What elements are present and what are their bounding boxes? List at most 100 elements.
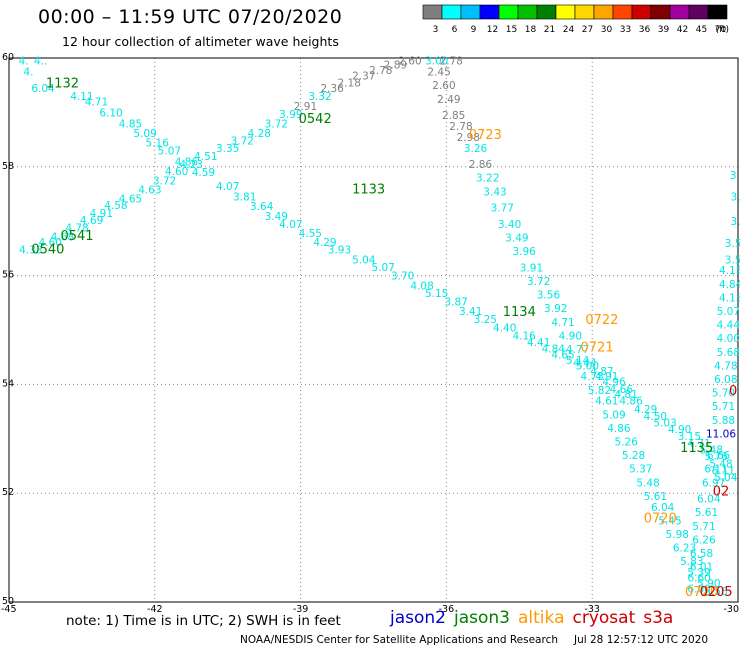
- legend-altika: altika: [518, 608, 565, 628]
- colorbar-tick-label: 18: [525, 25, 537, 35]
- wave-height-label: 4.58: [104, 200, 127, 212]
- colorbar-swatch: [650, 4, 671, 20]
- wave-height-label: 5.83: [680, 556, 703, 568]
- wave-height-label: 5.00: [576, 360, 599, 372]
- wave-height-label: 6.60: [687, 573, 710, 585]
- wave-height-label: 6.00: [687, 583, 710, 595]
- wave-height-label: 3: [730, 170, 737, 182]
- colorbar-swatch: [498, 4, 519, 20]
- colorbar: 3 6 9 12 15 18 21 24 27 30 33 36 39 42 45 70(ft): [422, 4, 729, 35]
- colorbar-swatch: [574, 4, 595, 20]
- footnote: note: 1) Time is in UTC; 2) SWH is in fe…: [66, 613, 341, 629]
- wave-height-label: 4.71: [687, 438, 710, 450]
- colorbar-tick-label: 36: [639, 25, 651, 35]
- wave-height-label: 6.11: [704, 464, 727, 476]
- wave-height-label: 4.29: [634, 404, 657, 416]
- wave-height-label: 5.56: [704, 586, 728, 598]
- colorbar-tick-label: 45: [696, 25, 707, 35]
- wave-height-label: 5.61: [644, 491, 667, 503]
- wave-height-label: 4.40: [493, 322, 516, 334]
- wave-height-label: 5.98: [666, 529, 689, 541]
- wave-height-label: 4.29: [313, 237, 336, 249]
- wave-height-label: 3.56: [537, 290, 561, 302]
- wave-height-label: 4.68: [51, 231, 74, 243]
- wave-height-label: 4.13: [719, 292, 740, 304]
- wave-height-label: 5.07: [158, 145, 181, 157]
- wave-height-label: 3.64: [250, 201, 274, 213]
- wave-height-label: 4.: [23, 67, 33, 79]
- colorbar-swatch: [517, 4, 538, 20]
- wave-height-label: 6.66: [707, 450, 731, 462]
- wave-height-label: 3.32: [308, 91, 331, 103]
- wave-height-label: 3.25: [474, 314, 497, 326]
- wave-height-label: 3.87: [444, 297, 467, 309]
- y-tick-label: 52: [2, 487, 14, 498]
- wave-height-label: 3.81: [233, 192, 256, 204]
- wave-height-label: 4.55: [299, 228, 322, 240]
- wave-height-label: 3.72: [265, 118, 288, 130]
- colorbar-tick-label: 70: [715, 25, 727, 35]
- colorbar-tick-label: 33: [620, 25, 631, 35]
- wave-height-label: 2.60: [432, 80, 455, 92]
- wave-height-label: 4.77: [566, 344, 589, 356]
- wave-height-label: 4.60: [165, 166, 188, 178]
- wave-height-label: 4.23: [180, 159, 203, 171]
- colorbar-swatch: [631, 4, 652, 20]
- wave-height-label: 6.58: [690, 548, 713, 560]
- legend-jason3: jason3: [454, 608, 510, 628]
- wave-height-label: 4.00: [717, 333, 740, 345]
- colorbar-tick-label: 9: [471, 25, 477, 35]
- x-tick-label: -42: [147, 604, 163, 615]
- wave-height-label: 3.91: [520, 262, 543, 274]
- wave-height-label: 4.65: [551, 349, 574, 361]
- chart-title: 00:00 – 11:59 UTC 07/20/2020: [38, 6, 343, 28]
- wave-height-label: 4.78: [65, 223, 88, 235]
- colorbar-swatch: [669, 4, 690, 20]
- wave-height-label: 2.86: [469, 159, 493, 171]
- wave-height-label: 3.99: [279, 109, 302, 121]
- wave-height-label: 5.45: [658, 515, 681, 527]
- wave-height-label: 2.49: [437, 94, 460, 106]
- colorbar-swatch: [536, 4, 557, 20]
- wave-height-label: 4.85: [119, 118, 142, 130]
- credit-text: NOAA/NESDIS Center for Satellite Applica…: [240, 634, 558, 646]
- wave-height-label: 5.28: [622, 450, 645, 462]
- wave-height-label: 5.71: [712, 401, 735, 413]
- pass-time-label: 0542: [299, 112, 332, 127]
- colorbar-tick-label: 12: [487, 25, 498, 35]
- wave-height-label: 4.90: [559, 330, 582, 342]
- pass-time-label: 0722: [585, 313, 618, 328]
- plot-frame: [8, 57, 739, 603]
- wave-height-label: 4.78: [714, 360, 737, 372]
- wave-height-label: 5.76: [704, 451, 728, 463]
- x-tick-label: -39: [293, 604, 309, 615]
- wave-height-label: 3.72: [527, 276, 550, 288]
- wave-height-label: 4.81: [615, 389, 638, 401]
- wave-height-label: 5.48: [700, 445, 723, 457]
- wave-height-label: 4.96: [602, 377, 626, 389]
- wave-height-label: 2.78: [369, 65, 392, 77]
- wave-height-label: 6.04: [697, 494, 721, 506]
- wave-height-label: 6.23: [673, 543, 696, 555]
- y-tick-label: 50: [2, 596, 14, 607]
- wave-height-label: 4.86: [175, 156, 199, 168]
- wave-height-label: 5.07: [372, 262, 395, 274]
- wave-height-label: 6.10: [99, 107, 122, 119]
- wave-height-label: 4.86: [607, 423, 631, 435]
- wave-height-label: 2.45: [427, 67, 450, 79]
- colorbar-tick-label: 6: [452, 25, 458, 35]
- x-tick-label: -33: [584, 604, 600, 615]
- wave-height-label: 4.66: [610, 384, 634, 396]
- pass-time-label: 0723: [469, 128, 502, 143]
- wave-height-label: 3.26: [464, 143, 488, 155]
- timestamp: Jul 28 12:57:12 UTC 2020: [574, 634, 709, 646]
- wave-height-label: 6.08: [714, 374, 737, 386]
- plot-area: -45 -42 -39 -36 -33 -305052545658606.044.114.…: [1, 52, 740, 615]
- wave-height-label: 5.09: [133, 128, 156, 140]
- pass-time-label: 0721: [581, 340, 614, 355]
- wave-height-label: 3.49: [265, 211, 288, 223]
- wave-height-label: 3.5: [725, 254, 740, 266]
- wave-height-label: 2.36: [320, 83, 344, 95]
- wave-height-label: 3.96: [512, 246, 536, 258]
